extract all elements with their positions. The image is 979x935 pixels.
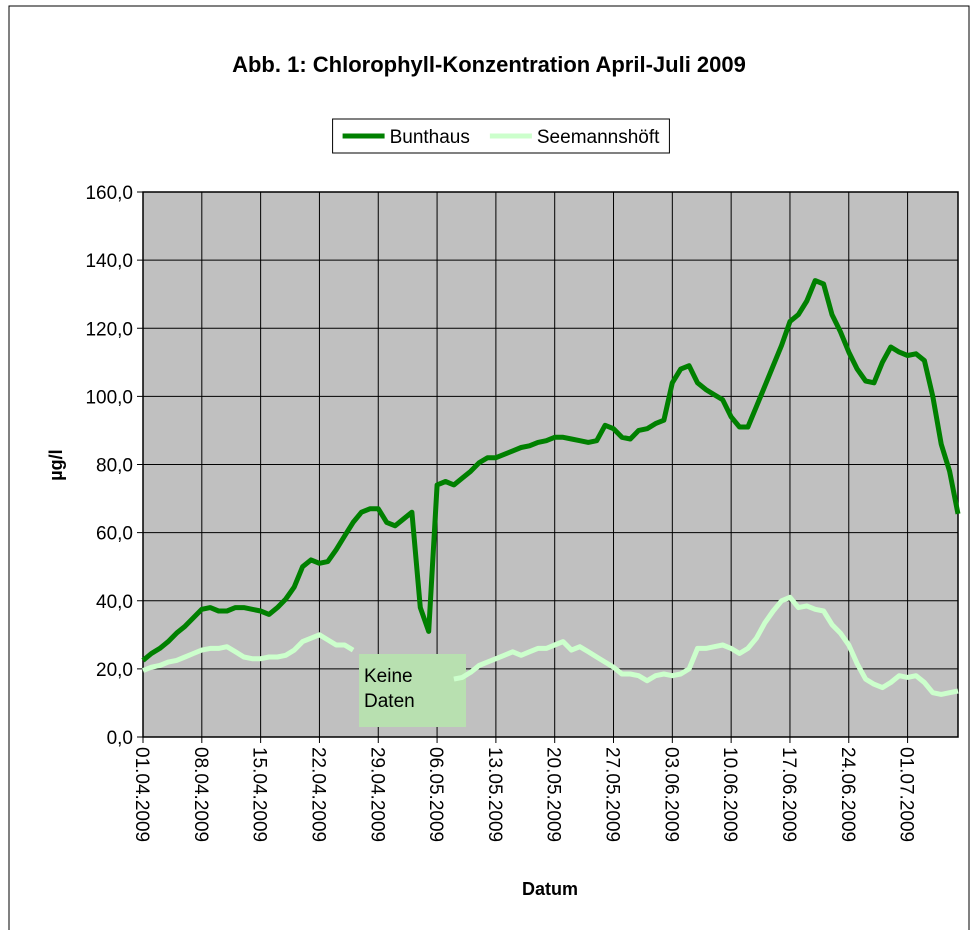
x-tick-label: 24.06.2009 [837,747,858,842]
y-tick-label: 160,0 [85,183,133,204]
x-axis-label: Datum [522,879,578,899]
y-tick-label: 60,0 [96,524,133,545]
x-tick-label: 20.05.2009 [543,747,564,842]
x-tick-label: 08.04.2009 [190,747,211,842]
x-tick-label: 01.07.2009 [896,747,917,842]
x-tick-label: 01.04.2009 [131,747,152,842]
y-tick-label: 0,0 [107,728,133,749]
plot-border [142,191,959,738]
y-tick-label: 140,0 [85,251,133,272]
y-tick-label: 80,0 [96,456,133,477]
annotation-text: Keine Daten [364,666,415,712]
y-axis-label: µg/l [46,449,66,480]
y-tick-label: 120,0 [85,319,133,340]
x-tick-label: 13.05.2009 [484,747,505,842]
x-tick-label: 15.04.2009 [249,747,270,842]
y-tick-label: 40,0 [96,592,133,613]
y-tick-label: 100,0 [85,387,133,408]
x-tick-label: 29.04.2009 [366,747,387,842]
annotation: Keine Daten [359,654,466,727]
x-tick-label: 22.04.2009 [307,747,328,842]
x-tick-label: 06.05.2009 [425,747,446,842]
x-tick-label: 27.05.2009 [602,747,623,842]
x-tick-label: 10.06.2009 [719,747,740,842]
y-tick-label: 20,0 [96,660,133,681]
x-tick-label: 17.06.2009 [778,747,799,842]
x-tick-label: 03.06.2009 [660,747,681,842]
annotation-box [359,654,466,727]
line [141,278,961,663]
legend-label: Bunthaus [390,127,470,148]
legend-label: Seemannshöft [537,127,660,148]
line [142,594,959,697]
chart-title: Abb. 1: Chlorophyll-Konzentration April-… [232,52,746,77]
legend: Bunthaus Seemannshöft [332,118,670,154]
